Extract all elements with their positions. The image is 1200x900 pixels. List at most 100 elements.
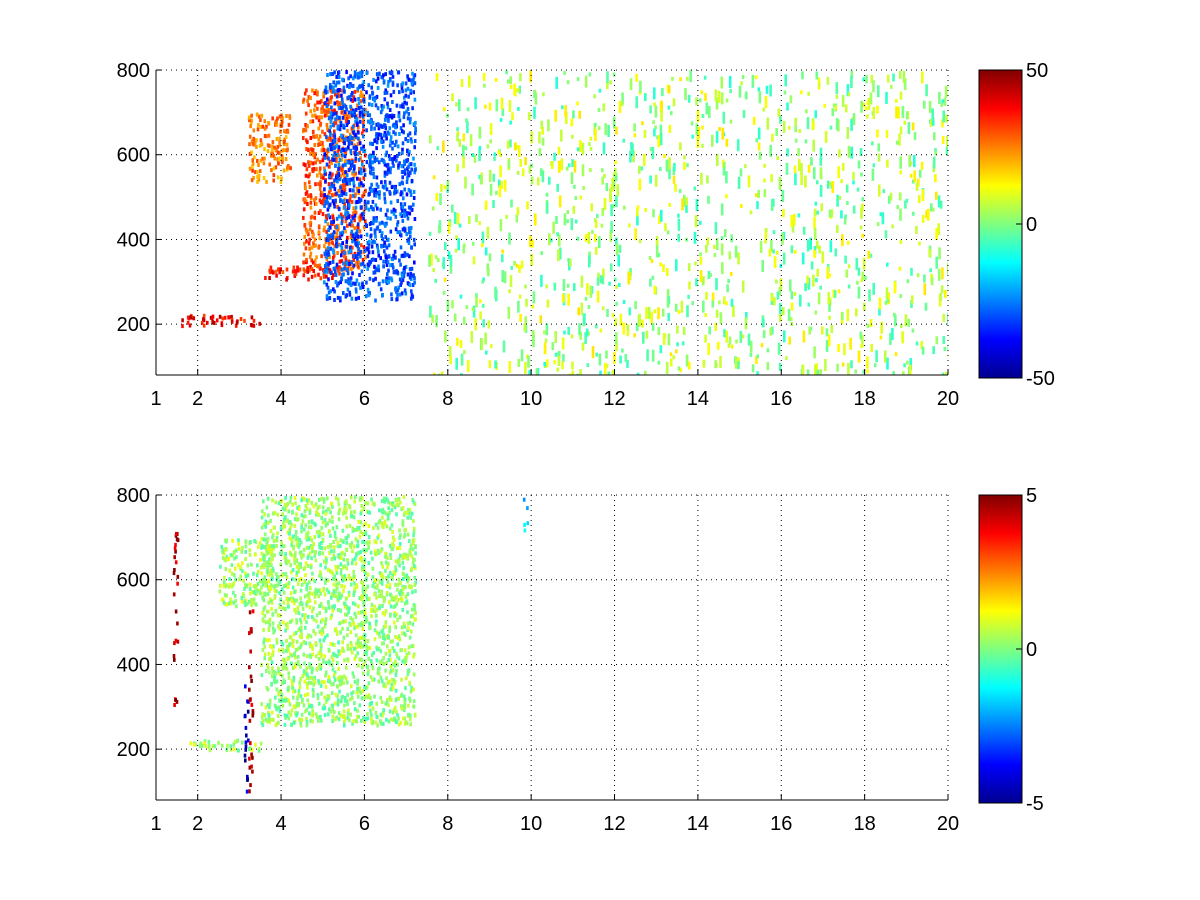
heatmap-cell xyxy=(413,162,416,167)
heatmap-cell xyxy=(925,84,928,97)
heatmap-cell xyxy=(374,258,378,262)
heatmap-cell xyxy=(879,335,883,340)
heatmap-cell xyxy=(311,161,315,166)
heatmap-cell xyxy=(320,254,323,259)
heatmap-cell xyxy=(367,200,370,205)
heatmap-cell xyxy=(309,675,312,680)
heatmap-cell xyxy=(370,614,373,619)
heatmap-cell xyxy=(473,154,477,163)
heatmap-cell xyxy=(260,536,264,541)
heatmap-cell xyxy=(812,139,815,152)
heatmap-cell xyxy=(352,193,355,198)
heatmap-cell xyxy=(295,564,299,569)
heatmap-cell xyxy=(368,510,371,515)
heatmap-cell xyxy=(942,336,946,344)
heatmap-cell xyxy=(610,221,613,234)
heatmap-cell xyxy=(394,673,398,677)
heatmap-cell xyxy=(291,687,295,691)
heatmap-cell xyxy=(389,592,392,597)
heatmap-cell xyxy=(354,646,358,651)
heatmap-cell xyxy=(576,77,580,82)
heatmap-cell xyxy=(388,108,392,112)
heatmap-cell xyxy=(295,570,299,575)
heatmap-cell xyxy=(744,164,747,169)
heatmap-cell xyxy=(489,183,493,196)
heatmap-cell xyxy=(850,360,853,369)
heatmap-cell xyxy=(401,519,405,524)
heatmap-cell xyxy=(271,557,274,562)
heatmap-cell xyxy=(412,654,415,659)
heatmap-cell xyxy=(813,227,817,240)
heatmap-cell xyxy=(387,276,391,281)
heatmap-cell xyxy=(494,360,497,369)
heatmap-cell xyxy=(344,510,348,515)
heatmap-cell xyxy=(376,647,379,652)
heatmap-cell xyxy=(412,652,416,657)
heatmap-cell xyxy=(374,234,377,239)
heatmap-cell xyxy=(751,74,755,87)
heatmap-cell xyxy=(358,110,362,115)
heatmap-cell xyxy=(550,238,553,243)
heatmap-cell xyxy=(913,155,916,168)
heatmap-cell xyxy=(793,213,796,226)
heatmap-cell xyxy=(304,504,308,509)
heatmap-cell xyxy=(353,707,357,712)
heatmap-cell xyxy=(281,680,285,685)
heatmap-cell xyxy=(608,281,611,286)
heatmap-cell xyxy=(937,195,941,208)
heatmap-cell xyxy=(342,254,346,259)
heatmap-cell xyxy=(386,83,390,88)
heatmap-cell xyxy=(836,224,839,233)
heatmap-cell xyxy=(288,528,291,533)
heatmap-cell xyxy=(363,153,367,158)
heatmap-cell xyxy=(605,350,608,359)
heatmap-cell xyxy=(320,148,324,153)
heatmap-cell xyxy=(375,146,378,151)
heatmap-cell xyxy=(357,604,360,609)
heatmap-cell xyxy=(483,83,486,88)
heatmap-cell xyxy=(308,237,311,242)
heatmap-cell xyxy=(765,85,769,94)
heatmap-cell xyxy=(332,549,336,554)
heatmap-cell xyxy=(333,187,337,192)
heatmap-cell xyxy=(274,695,277,700)
heatmap-cell xyxy=(930,203,933,212)
heatmap-cell xyxy=(332,80,335,85)
heatmap-cell xyxy=(400,625,404,630)
heatmap-cell xyxy=(345,612,349,617)
heatmap-cell xyxy=(334,83,338,88)
heatmap-cell xyxy=(389,170,392,175)
heatmap-cell xyxy=(410,585,413,590)
heatmap-cell xyxy=(715,238,719,250)
heatmap-cell xyxy=(409,713,412,718)
heatmap-cell xyxy=(459,294,463,299)
heatmap-cell xyxy=(846,84,850,97)
heatmap-cell xyxy=(408,162,411,167)
heatmap-cell xyxy=(311,148,314,153)
heatmap-cell xyxy=(347,573,351,578)
heatmap-cell xyxy=(333,534,337,539)
heatmap-cell xyxy=(310,258,313,263)
heatmap-cell xyxy=(337,592,341,597)
heatmap-cell xyxy=(331,139,335,144)
heatmap-cell xyxy=(599,275,603,284)
heatmap-cell xyxy=(414,544,417,549)
heatmap-cell xyxy=(921,346,925,355)
heatmap-cell xyxy=(353,626,356,631)
heatmap-cell xyxy=(325,107,329,112)
heatmap-cell xyxy=(484,205,488,210)
heatmap-cell xyxy=(342,198,345,203)
heatmap-cell xyxy=(412,530,416,535)
heatmap-cell xyxy=(410,139,413,144)
heatmap-cell xyxy=(381,713,384,718)
heatmap-cell xyxy=(471,241,475,246)
heatmap-cell xyxy=(322,703,326,708)
heatmap-cell xyxy=(321,538,325,543)
heatmap-cell xyxy=(471,153,475,157)
heatmap-cell xyxy=(725,330,728,343)
heatmap-cell xyxy=(370,124,373,129)
heatmap-cell xyxy=(862,102,866,107)
heatmap-cell xyxy=(333,653,337,658)
heatmap-cell xyxy=(540,120,543,129)
heatmap-cell xyxy=(308,598,312,603)
